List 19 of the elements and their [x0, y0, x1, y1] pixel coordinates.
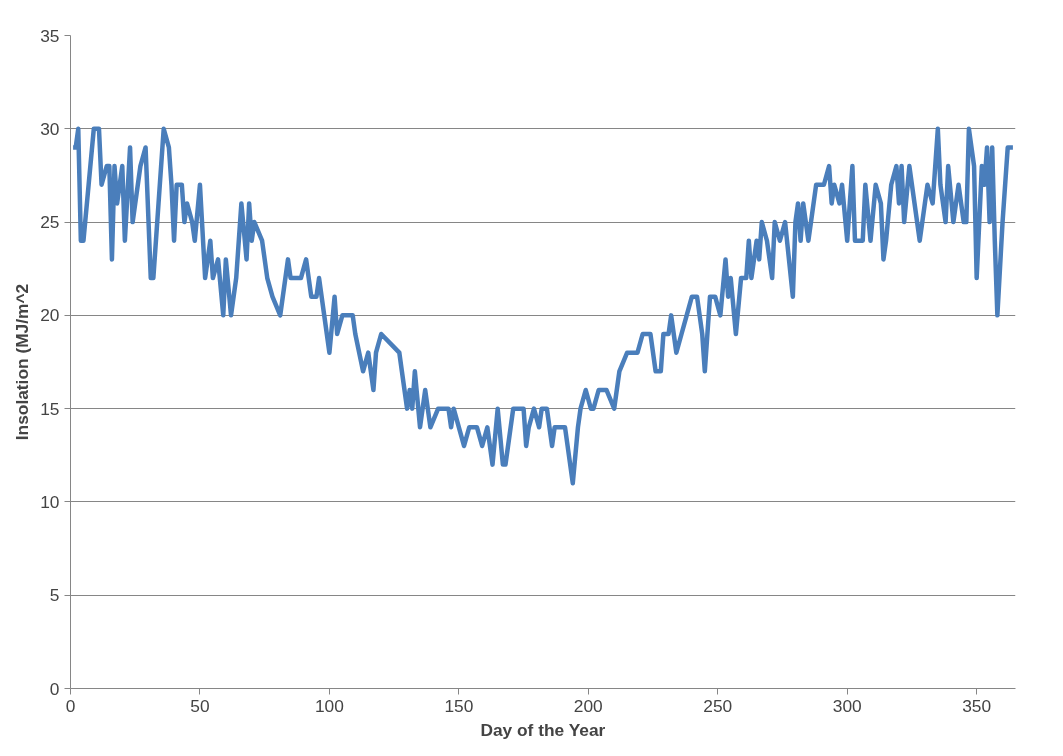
x-tick-label: 250	[703, 695, 733, 716]
x-tick-label: 200	[573, 695, 603, 716]
x-tick-label: 300	[832, 695, 862, 716]
x-tick-label: 150	[444, 695, 474, 716]
x-tick-label: 100	[314, 695, 344, 716]
y-tick-label: 35	[40, 25, 60, 46]
line-series	[70, 126, 1016, 486]
x-tick-label: 350	[962, 695, 992, 716]
y-tick-label: 15	[40, 398, 60, 419]
y-tick-label: 25	[40, 212, 60, 233]
x-tick-label: 0	[65, 695, 76, 716]
y-axis-title: Insolation (MJ/m^2	[12, 283, 33, 441]
y-tick-label: 0	[49, 678, 60, 699]
x-axis-title: Day of the Year	[480, 719, 606, 740]
x-tick-label: 50	[190, 695, 210, 716]
y-tick-label: 20	[40, 305, 60, 326]
y-tick-label: 5	[49, 585, 60, 606]
y-tick-label: 30	[40, 118, 60, 139]
y-tick-label: 10	[40, 491, 60, 512]
